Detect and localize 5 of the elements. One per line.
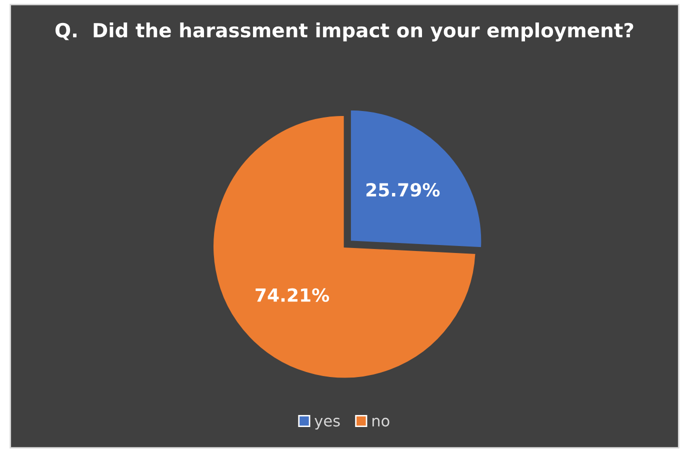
data-label: 74.21% — [256, 288, 330, 302]
legend-label: yes — [314, 418, 340, 430]
legend-label: no — [372, 418, 390, 427]
chart-title: Q. Did the harassment impact on your employment? — [56, 22, 634, 42]
data-label: 25.79% — [366, 183, 440, 197]
